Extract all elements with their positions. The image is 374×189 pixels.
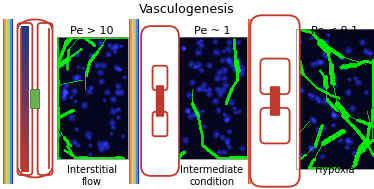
Bar: [21, 131, 29, 135]
Bar: [21, 40, 29, 45]
FancyBboxPatch shape: [153, 66, 168, 90]
Text: Intermediate
condition: Intermediate condition: [180, 165, 243, 187]
Bar: [21, 95, 29, 99]
Bar: [21, 48, 29, 52]
Bar: [21, 106, 29, 110]
Bar: [21, 62, 29, 66]
Bar: [251, 19, 252, 184]
Bar: [21, 156, 29, 161]
Bar: [3, 19, 4, 184]
Bar: [7, 19, 9, 184]
Bar: [21, 73, 29, 77]
Text: Hypoxia: Hypoxia: [315, 165, 355, 175]
Bar: [21, 146, 29, 150]
FancyBboxPatch shape: [260, 59, 289, 94]
Bar: [21, 51, 29, 56]
Bar: [21, 98, 29, 103]
Bar: [21, 59, 29, 63]
Bar: [10, 19, 12, 184]
Text: Vasculogenesis: Vasculogenesis: [139, 3, 235, 16]
Bar: [21, 138, 29, 143]
Bar: [21, 149, 29, 153]
Bar: [296, 29, 374, 169]
Bar: [21, 77, 29, 81]
Bar: [9, 19, 10, 184]
Bar: [21, 117, 29, 121]
Bar: [249, 19, 251, 184]
Text: Pe ~ 1: Pe ~ 1: [194, 26, 230, 36]
FancyBboxPatch shape: [157, 86, 163, 116]
Bar: [21, 70, 29, 74]
Text: Interstitial
flow: Interstitial flow: [67, 165, 117, 187]
Bar: [21, 26, 29, 30]
Bar: [131, 19, 132, 184]
Bar: [21, 160, 29, 164]
Bar: [21, 164, 29, 168]
Bar: [21, 91, 29, 95]
Bar: [21, 142, 29, 146]
Bar: [21, 153, 29, 157]
Bar: [129, 19, 131, 184]
Bar: [21, 135, 29, 139]
Bar: [21, 66, 29, 70]
Bar: [21, 30, 29, 34]
Bar: [21, 120, 29, 124]
Text: Pe > 10: Pe > 10: [70, 26, 114, 36]
FancyBboxPatch shape: [38, 23, 52, 175]
Bar: [21, 109, 29, 114]
Bar: [257, 19, 258, 184]
FancyBboxPatch shape: [31, 90, 40, 108]
FancyBboxPatch shape: [141, 26, 179, 176]
Bar: [21, 33, 29, 37]
Text: Pe < 0.1: Pe < 0.1: [312, 26, 359, 36]
Bar: [133, 19, 135, 184]
Bar: [21, 113, 29, 117]
FancyBboxPatch shape: [260, 108, 289, 143]
Bar: [21, 80, 29, 84]
Bar: [21, 84, 29, 88]
Bar: [6, 19, 7, 184]
Bar: [21, 55, 29, 59]
Bar: [178, 37, 247, 159]
Bar: [57, 37, 128, 159]
Bar: [21, 128, 29, 132]
Bar: [248, 19, 249, 184]
Bar: [21, 44, 29, 48]
Bar: [132, 19, 133, 184]
FancyBboxPatch shape: [250, 15, 300, 187]
Bar: [4, 19, 6, 184]
Bar: [135, 19, 136, 184]
Bar: [21, 124, 29, 128]
Bar: [21, 88, 29, 92]
Bar: [138, 19, 139, 184]
Bar: [252, 19, 254, 184]
Bar: [21, 167, 29, 171]
FancyBboxPatch shape: [153, 112, 168, 136]
Bar: [21, 102, 29, 106]
Bar: [12, 19, 13, 184]
Bar: [255, 19, 257, 184]
Bar: [21, 37, 29, 41]
Bar: [136, 19, 138, 184]
Bar: [254, 19, 255, 184]
FancyBboxPatch shape: [271, 87, 279, 115]
